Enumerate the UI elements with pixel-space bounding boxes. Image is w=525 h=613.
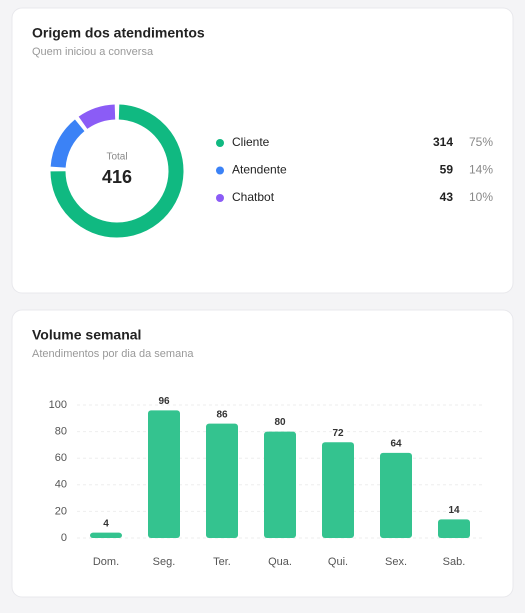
- bar-value-label: 64: [390, 439, 402, 450]
- y-tick-label: 20: [55, 505, 67, 517]
- bar-value-label: 80: [274, 417, 286, 428]
- card-title: Volume semanal: [32, 327, 141, 343]
- bar-value-label: 4: [103, 518, 109, 529]
- center-label: Total: [106, 152, 127, 163]
- bar: [264, 431, 296, 538]
- x-tick-label: Ter.: [213, 556, 231, 568]
- bar: [322, 442, 354, 538]
- legend-dot: [216, 194, 224, 202]
- card-subtitle: Atendimentos por dia da semana: [32, 348, 194, 360]
- legend-value: 314: [433, 135, 453, 149]
- bar-value-label: 86: [216, 409, 228, 420]
- center-total: 416: [102, 167, 132, 187]
- x-tick-label: Qua.: [268, 556, 292, 568]
- legend-value: 43: [440, 190, 454, 204]
- legend-label: Atendente: [232, 163, 287, 177]
- x-tick-label: Sab.: [443, 556, 466, 568]
- legend-share: 14%: [469, 163, 493, 177]
- card-title: Origem dos atendimentos: [32, 25, 205, 41]
- bar: [148, 410, 180, 538]
- bar: [438, 519, 470, 538]
- donut-segment: [50, 119, 85, 168]
- legend-dot: [216, 166, 224, 175]
- legend-share: 10%: [469, 190, 493, 204]
- donut-segment: [78, 104, 116, 130]
- x-tick-label: Seg.: [153, 556, 176, 568]
- x-tick-label: Dom.: [93, 556, 119, 568]
- y-tick-label: 40: [55, 479, 67, 491]
- bar-value-label: 72: [332, 428, 344, 439]
- y-tick-label: 0: [61, 532, 67, 544]
- bar: [380, 452, 412, 538]
- card-subtitle: Quem iniciou a conversa: [32, 46, 154, 58]
- bar: [90, 532, 122, 538]
- y-tick-label: 80: [55, 426, 67, 438]
- x-tick-label: Qui.: [328, 556, 348, 568]
- y-tick-label: 100: [49, 399, 67, 411]
- legend-label: Cliente: [232, 135, 270, 149]
- y-tick-label: 60: [55, 452, 67, 464]
- legend-dot: [216, 139, 224, 147]
- legend-value: 59: [440, 163, 454, 177]
- legend-label: Chatbot: [232, 190, 275, 204]
- x-tick-label: Sex.: [385, 556, 407, 568]
- donut-segment: [50, 104, 184, 238]
- bar: [206, 423, 238, 538]
- legend-share: 75%: [469, 135, 493, 149]
- bar-value-label: 14: [448, 505, 460, 516]
- bar-value-label: 96: [158, 396, 170, 407]
